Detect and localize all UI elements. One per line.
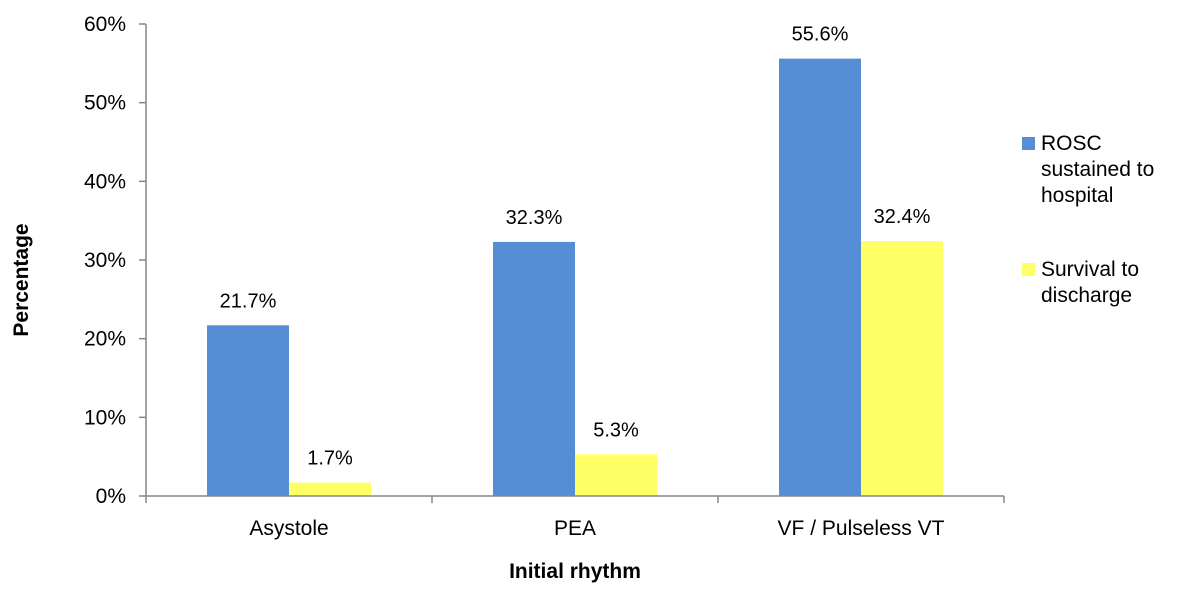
bar (493, 241, 575, 496)
x-tick-label: PEA (554, 517, 596, 540)
y-tick-label: 30% (84, 249, 126, 272)
y-axis-title: Percentage (10, 223, 33, 336)
x-tick-label: Asystole (249, 517, 328, 540)
legend-label: ROSC sustained to hospital (1041, 132, 1154, 207)
y-tick-label: 20% (84, 328, 126, 351)
data-label: 21.7% (220, 290, 277, 312)
data-label: 5.3% (593, 419, 639, 441)
data-label: 55.6% (792, 24, 849, 46)
legend-item: ROSC sustained to hospital (1022, 132, 1154, 207)
bar (575, 454, 657, 496)
bar (861, 241, 943, 496)
bars (207, 58, 943, 496)
x-axis-title: Initial rhythm (509, 560, 641, 583)
legend-label: Survival to discharge (1041, 258, 1139, 307)
data-label: 1.7% (307, 448, 353, 470)
bar (779, 58, 861, 496)
x-tick-label: VF / Pulseless VT (778, 517, 945, 540)
y-tick-label: 10% (84, 406, 126, 429)
x-axis-tick-labels: Asystole PEA VF / Pulseless VT (249, 517, 944, 540)
y-axis-ticks (139, 23, 146, 497)
bar (207, 325, 289, 496)
legend-swatch (1022, 263, 1035, 276)
y-tick-label: 40% (84, 170, 126, 193)
y-axis-tick-labels: 0% 10% 20% 30% 40% 50% 60% (84, 13, 126, 508)
data-label: 32.4% (874, 206, 931, 228)
legend: ROSC sustained to hospital Survival to disch… (1022, 132, 1154, 307)
legend-item: Survival to discharge (1022, 258, 1139, 307)
legend-swatch (1022, 137, 1035, 150)
bar (289, 482, 371, 496)
y-tick-label: 60% (84, 13, 126, 36)
y-tick-label: 50% (84, 92, 126, 115)
x-axis-ticks (145, 496, 1005, 503)
data-labels: 21.7% 1.7% 32.3% 5.3% 55.6% 32.4% (220, 24, 931, 470)
data-label: 32.3% (506, 207, 563, 229)
y-tick-label: 0% (96, 485, 126, 508)
